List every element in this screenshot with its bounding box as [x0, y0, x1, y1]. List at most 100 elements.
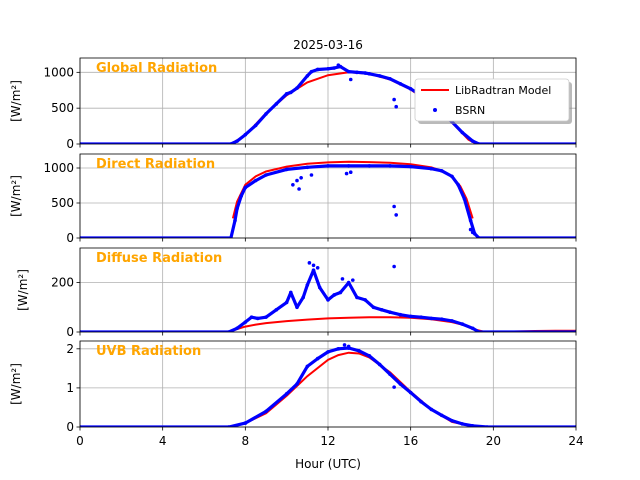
bsrn-point [408, 164, 413, 169]
bsrn-point [80, 330, 82, 332]
bsrn-point [274, 102, 279, 106]
bsrn-outlier-point [348, 77, 353, 82]
bsrn-point [574, 142, 576, 144]
bsrn-point [439, 413, 444, 418]
bsrn-outlier-point [340, 277, 345, 281]
bsrn-point [284, 92, 289, 96]
bsrn-point [305, 283, 310, 287]
bsrn-point [235, 139, 239, 143]
bsrn-point [295, 305, 299, 310]
y-tick-label: 0 [66, 420, 74, 434]
y-tick-label: 1000 [43, 161, 74, 175]
y-tick-label: 2 [66, 342, 74, 356]
bsrn-point [264, 173, 268, 177]
bsrn-point [408, 314, 413, 319]
bsrn-outlier-point [468, 227, 473, 232]
bsrn-point [450, 319, 454, 323]
bsrn-point [229, 142, 233, 144]
bsrn-point [305, 364, 310, 369]
bsrn-point [264, 409, 268, 414]
bsrn-point [80, 142, 82, 144]
bsrn-point [357, 348, 361, 353]
bsrn-trace [80, 164, 576, 238]
bsrn-point [243, 132, 248, 137]
panel-title: Diffuse Radiation [96, 251, 222, 266]
y-axis-label: [W/m²] [9, 175, 23, 217]
bsrn-outlier-point [394, 104, 399, 109]
bsrn-point [355, 295, 359, 300]
series-group [80, 160, 576, 238]
bsrn-point [346, 280, 351, 285]
panel-title: Global Radiation [96, 61, 217, 76]
series-group [80, 261, 576, 332]
bsrn-point [253, 123, 258, 128]
bsrn-point [388, 310, 392, 315]
bsrn-point [229, 236, 233, 238]
bsrn-point [363, 71, 368, 75]
panel-title: Direct Radiation [96, 157, 215, 172]
y-tick-label: 1000 [43, 65, 74, 79]
bsrn-point [477, 236, 481, 238]
legend-label: BSRN [455, 104, 485, 117]
legend-box [414, 78, 570, 122]
bsrn-outlier-point [392, 264, 396, 269]
bsrn-point [419, 399, 423, 404]
bsrn-outlier-point [315, 265, 320, 270]
model-line [228, 351, 488, 427]
bsrn-outlier-point [336, 63, 341, 67]
bsrn-point [429, 407, 434, 412]
bsrn-point [253, 178, 258, 183]
bsrn-point [326, 350, 330, 354]
bsrn-point [235, 206, 239, 211]
bsrn-point [388, 76, 392, 81]
panel-2: 0 200 [W/m²] Diffuse Radiation [16, 247, 577, 339]
bsrn-point [367, 164, 372, 168]
bsrn-point [305, 74, 310, 78]
bsrn-point [243, 185, 248, 190]
bsrn-point [355, 70, 359, 75]
bsrn-point [388, 372, 392, 377]
bsrn-point [80, 425, 82, 427]
bsrn-point [326, 66, 330, 71]
bsrn-point [429, 166, 434, 171]
bsrn-point [367, 71, 372, 76]
bsrn-point [439, 317, 444, 321]
bsrn-point [346, 164, 351, 168]
x-tick-label: 12 [320, 434, 335, 448]
legend-dot-swatch [433, 108, 437, 112]
bsrn-point [336, 347, 341, 351]
bsrn-point [315, 67, 320, 72]
series-group [80, 343, 576, 427]
bsrn-point [239, 194, 243, 198]
bsrn-point [305, 165, 310, 170]
bsrn-point [243, 320, 248, 324]
bsrn-point [477, 142, 481, 144]
bsrn-point [439, 169, 444, 173]
bsrn-point [227, 330, 231, 332]
bsrn-point [274, 307, 279, 312]
bsrn-point [419, 315, 423, 319]
bsrn-outlier-point [346, 344, 351, 349]
bsrn-outlier-point [342, 343, 347, 347]
bsrn-point [371, 305, 376, 310]
y-tick-label: 500 [51, 196, 74, 210]
bsrn-point [398, 312, 403, 317]
y-axis-label: [W/m²] [9, 80, 23, 122]
model-line [228, 316, 576, 332]
bsrn-point [255, 316, 260, 321]
y-tick-label: 200 [51, 276, 74, 290]
bsrn-point [398, 382, 403, 386]
bsrn-point [80, 236, 82, 238]
bsrn-outlier-point [297, 187, 301, 191]
bsrn-point [468, 218, 473, 223]
x-tick-label: 8 [242, 434, 250, 448]
bsrn-point [289, 90, 293, 95]
bsrn-point [295, 382, 299, 386]
bsrn-point [264, 112, 268, 116]
bsrn-point [295, 86, 299, 90]
x-tick-label: 0 [76, 434, 84, 448]
y-axis-label: [W/m²] [9, 363, 23, 405]
bsrn-point [456, 183, 461, 187]
